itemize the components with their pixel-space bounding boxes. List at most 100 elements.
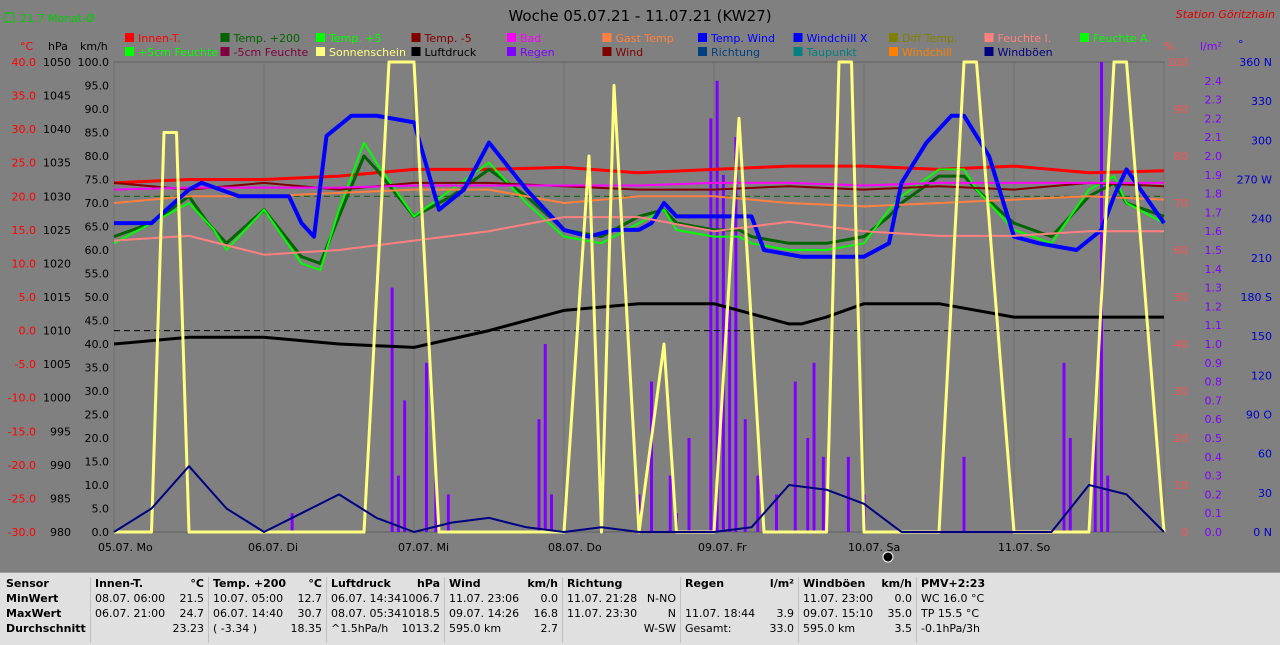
stats-row: 08.07. 06:00 21.5 (95, 592, 204, 607)
stats-row: WC 16.0 °C (921, 592, 1016, 607)
rain-bar (403, 400, 407, 532)
stats-row: 09.07. 15:10 35.0 (803, 607, 912, 622)
legend-swatch[interactable] (125, 47, 134, 56)
legend-swatch[interactable] (984, 47, 994, 56)
dir-tick: 60 (1258, 448, 1272, 461)
legend-swatch[interactable] (316, 47, 325, 56)
stats-value: 1018.5 (401, 607, 441, 620)
rain-unit: l/m² (1200, 40, 1222, 53)
stats-unit: km/h (527, 577, 558, 590)
stats-sensor-name: PMV+2:23 (921, 577, 986, 590)
legend-swatch[interactable] (889, 47, 898, 56)
legend-swatch[interactable] (411, 47, 421, 56)
rain-tick: 0.2 (1205, 488, 1223, 501)
stats-panel-header: Regen l/m² (685, 577, 794, 592)
rain-bar (434, 475, 438, 532)
hum-unit: % (1164, 40, 1174, 53)
stats-unit: °C (308, 577, 322, 590)
legend-swatch[interactable] (507, 33, 516, 42)
stats-row: 11.07. 23:30 N (567, 607, 676, 622)
x-tick: 06.07. Di (248, 541, 298, 554)
stats-value: 23.23 (172, 622, 205, 635)
stats-time: 08.07. 05:34 (331, 607, 402, 620)
legend-swatch[interactable] (698, 47, 707, 56)
stats-panel-header: Windböen km/h (803, 577, 912, 592)
stats-unit: km/h (881, 577, 912, 590)
legend-swatch[interactable] (889, 33, 898, 42)
rain-tick: 0.0 (1205, 526, 1223, 539)
series-line (113, 164, 1165, 185)
press-unit: hPa (48, 40, 68, 53)
legend-swatch[interactable] (793, 47, 803, 56)
stats-panel-header: Wind km/h (449, 577, 558, 592)
press-tick: 990 (50, 459, 71, 472)
rain-tick: 0.6 (1205, 413, 1223, 426)
temp-tick: 0.0 (19, 325, 37, 338)
stats-value: 18.35 (290, 622, 323, 635)
stats-row (685, 592, 794, 607)
legend-swatch[interactable] (602, 33, 612, 42)
stats-row: 09.07. 14:26 16.8 (449, 607, 558, 622)
rain-tick: 0.7 (1205, 394, 1223, 407)
rain-bar (709, 118, 713, 533)
legend-swatch[interactable] (220, 33, 230, 42)
rain-tick: 2.3 (1205, 94, 1223, 107)
press-tick: 1015 (43, 291, 71, 304)
stats-row: ^1.5hPa/h 1013.2 (331, 622, 440, 637)
wind-tick: 25.0 (85, 409, 110, 422)
legend-label: Gast Temp (616, 32, 674, 45)
dir-tick: 30 (1258, 487, 1272, 500)
press-tick: 1025 (43, 224, 71, 237)
legend-swatch[interactable] (411, 33, 421, 42)
rain-bar (1093, 419, 1097, 532)
stats-table: Sensor MinWert MaxWert Durchschnitt Inne… (0, 572, 1280, 645)
legend-swatch[interactable] (1080, 33, 1089, 42)
legend-label: Regen (520, 46, 555, 59)
wind-tick: 80.0 (85, 150, 110, 163)
legend-label: Feuchte I. (998, 32, 1052, 45)
rain-tick: 1.7 (1205, 206, 1223, 219)
stats-time: 09.07. 15:10 (803, 607, 874, 620)
month-avg-checkbox[interactable] (4, 12, 15, 23)
stats-value: 35.0 (887, 607, 913, 620)
stats-value: W-SW (643, 622, 676, 635)
rain-bar (806, 438, 810, 532)
dir-tick: 210 (1251, 252, 1272, 265)
chart-title: Woche 05.07.21 - 11.07.21 (KW27) (508, 7, 771, 25)
wind-tick: 45.0 (85, 315, 110, 328)
rain-tick: 1.3 (1205, 282, 1223, 295)
legend-swatch[interactable] (602, 47, 612, 56)
stats-panel: Windböen km/h 11.07. 23:00 0.0 09.07. 15:10 3… (798, 577, 912, 643)
stats-value: 3.5 (894, 622, 913, 635)
series-line (113, 141, 1165, 272)
stats-time: 11.07. 18:44 (685, 607, 756, 620)
stats-row: 11.07. 23:00 0.0 (803, 592, 912, 607)
dir-unit: ° (1238, 38, 1244, 51)
stats-time: ^1.5hPa/h (331, 622, 389, 635)
rain-bar (793, 381, 797, 532)
legend-swatch[interactable] (507, 47, 516, 56)
wind-tick: 0.0 (92, 526, 110, 539)
legend-swatch[interactable] (698, 33, 707, 42)
stats-value: 16.8 (533, 607, 559, 620)
stats-sensor-name: Regen (685, 577, 725, 590)
stats-panel: Regen l/m² 11.07. 18:44 3.9 Gesamt: 33.0 (680, 577, 794, 643)
stats-row: 06.07. 14:40 30.7 (213, 607, 322, 622)
stats-value: 12.7 (297, 592, 323, 605)
press-tick: 1020 (43, 257, 71, 270)
wind-tick: 60.0 (85, 244, 110, 257)
legend-swatch[interactable] (793, 33, 803, 42)
wind-tick: 40.0 (85, 338, 110, 351)
wind-tick: 100.0 (78, 56, 110, 69)
stats-value: 21.5 (179, 592, 205, 605)
legend-swatch[interactable] (220, 47, 230, 56)
stats-row: 23.23 (95, 622, 205, 637)
legend-swatch[interactable] (316, 33, 325, 42)
legend-swatch[interactable] (125, 33, 134, 42)
stats-time: 11.07. 23:06 (449, 592, 520, 605)
stats-panel-header: Luftdruck hPa (331, 577, 440, 592)
rain-bar (537, 419, 541, 532)
legend-swatch[interactable] (984, 33, 994, 42)
legend-label: -5cm Feuchte (234, 46, 309, 59)
stats-panel-header: PMV+2:23 (921, 577, 1016, 592)
